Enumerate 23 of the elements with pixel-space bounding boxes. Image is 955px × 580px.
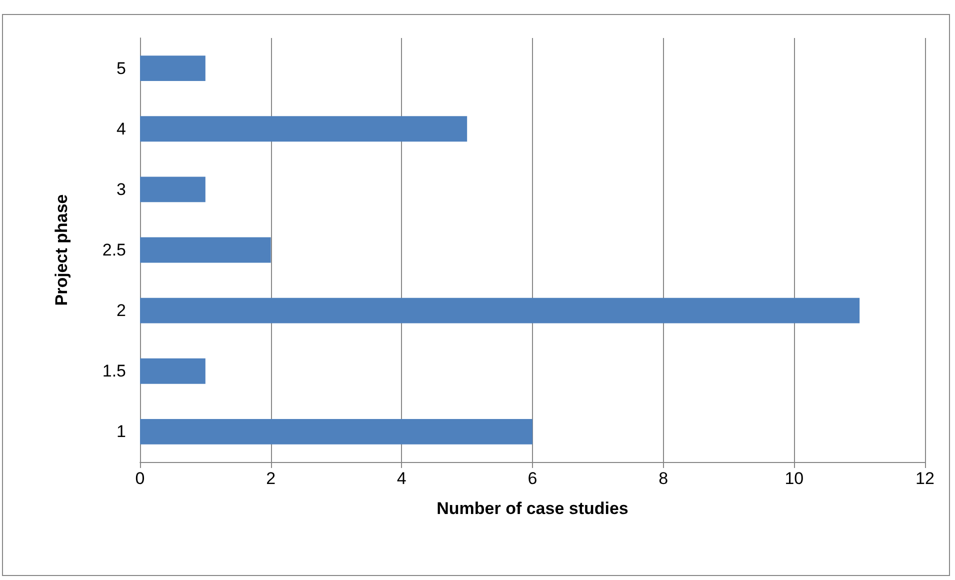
y-tick-label: 3 (116, 180, 126, 199)
x-tick-label: 12 (916, 469, 934, 488)
x-axis-title: Number of case studies (436, 499, 628, 518)
y-tick-label: 5 (116, 58, 126, 78)
x-tick-label: 4 (396, 469, 406, 488)
x-tick-label: 0 (135, 469, 145, 488)
y-tick-label: 1.5 (102, 362, 126, 381)
bar (140, 237, 271, 263)
y-tick-label: 2.5 (102, 240, 126, 260)
bar (140, 298, 860, 324)
x-tick-label: 10 (784, 469, 804, 488)
bar (140, 358, 206, 384)
bar (140, 56, 206, 82)
y-axis-title: Project phase (52, 194, 71, 306)
bar (140, 176, 206, 202)
bar (140, 418, 532, 444)
x-tick-label: 8 (658, 469, 668, 488)
y-tick-label: 2 (116, 301, 126, 320)
x-tick-label: 2 (266, 469, 276, 488)
x-tick-label: 6 (528, 469, 538, 488)
bar (140, 116, 468, 142)
y-tick-label: 1 (116, 422, 126, 442)
y-tick-label: 4 (116, 119, 126, 138)
